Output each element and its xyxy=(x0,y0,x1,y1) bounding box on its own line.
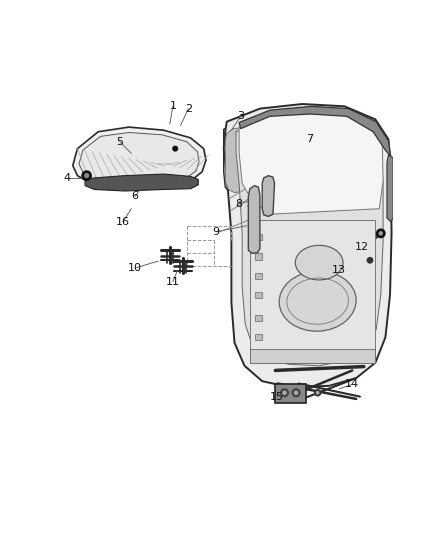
Ellipse shape xyxy=(295,245,343,280)
Polygon shape xyxy=(239,110,383,214)
Polygon shape xyxy=(262,175,275,216)
Text: 6: 6 xyxy=(132,191,139,201)
Text: 15: 15 xyxy=(270,392,284,401)
Circle shape xyxy=(283,391,286,394)
Polygon shape xyxy=(225,128,248,192)
Polygon shape xyxy=(250,349,375,363)
Text: 5: 5 xyxy=(116,137,123,147)
Polygon shape xyxy=(276,384,306,403)
Text: 9: 9 xyxy=(212,227,219,237)
Text: 16: 16 xyxy=(116,217,130,227)
Text: 12: 12 xyxy=(355,242,369,252)
Polygon shape xyxy=(85,174,198,191)
Text: 10: 10 xyxy=(128,263,142,273)
Text: 14: 14 xyxy=(345,379,359,389)
Polygon shape xyxy=(248,185,260,253)
Text: 11: 11 xyxy=(166,277,180,287)
Polygon shape xyxy=(254,234,262,240)
Circle shape xyxy=(85,174,88,177)
Polygon shape xyxy=(79,133,199,185)
Circle shape xyxy=(367,257,373,263)
Text: 8: 8 xyxy=(235,199,242,209)
Polygon shape xyxy=(250,220,375,363)
Circle shape xyxy=(82,171,91,180)
Text: 7: 7 xyxy=(307,134,314,144)
Polygon shape xyxy=(254,253,262,260)
Polygon shape xyxy=(224,104,392,387)
Polygon shape xyxy=(224,123,254,198)
Text: 1: 1 xyxy=(170,101,177,111)
Ellipse shape xyxy=(279,271,356,331)
Circle shape xyxy=(377,229,385,238)
Polygon shape xyxy=(239,106,391,156)
Circle shape xyxy=(379,232,382,235)
Circle shape xyxy=(173,147,177,151)
Text: 2: 2 xyxy=(185,103,192,114)
Polygon shape xyxy=(254,334,262,341)
Circle shape xyxy=(292,389,300,397)
Polygon shape xyxy=(254,292,262,298)
Polygon shape xyxy=(387,155,393,222)
Polygon shape xyxy=(73,127,206,189)
Circle shape xyxy=(281,389,288,397)
Text: 3: 3 xyxy=(237,111,244,122)
Polygon shape xyxy=(254,315,262,321)
Text: 4: 4 xyxy=(64,173,71,183)
Polygon shape xyxy=(254,273,262,279)
Circle shape xyxy=(314,390,321,396)
Circle shape xyxy=(317,392,319,394)
Circle shape xyxy=(294,391,298,394)
Polygon shape xyxy=(236,116,383,366)
Text: 13: 13 xyxy=(332,265,346,276)
